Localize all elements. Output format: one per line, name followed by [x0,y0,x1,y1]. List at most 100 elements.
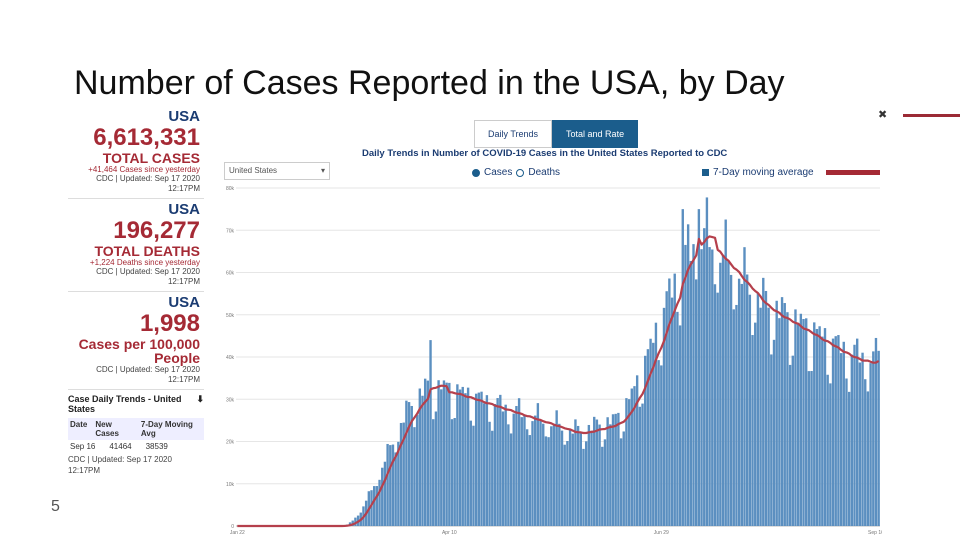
cases-bar [700,249,703,526]
cases-bar [845,378,848,526]
cases-stat: USA 6,613,331 TOTAL CASES +41,464 Cases … [68,106,204,199]
cases-bar [418,388,421,526]
cases-bar [823,328,827,526]
cases-bar [676,311,679,526]
cases-bar [399,422,403,526]
cases-bar [461,386,464,526]
cases-bar [563,444,566,526]
cases-bar [670,297,674,526]
x-tick-label: Sep 16 [868,530,882,536]
decorative-line [903,114,960,117]
cases-bar [517,398,521,526]
trends-table: Case Daily Trends - United States ⬇ Date… [68,390,204,475]
moving-average-toggle: 7-Day moving average [702,167,814,178]
download-icon[interactable]: ⬇ [196,394,204,404]
cases-bar [638,406,642,526]
cases-bar [662,307,666,526]
cases-bar [603,439,607,526]
tab-daily-trends[interactable]: Daily Trends [474,120,553,148]
deaths-updated: CDC | Updated: Sep 17 2020 [96,267,200,276]
cases-bar [426,380,430,526]
cases-bar [474,393,478,526]
y-tick-label: 60k [226,271,235,277]
y-tick-label: 10k [226,482,235,488]
cases-bar [810,370,813,526]
y-tick-label: 80k [226,186,235,192]
cases-time: 12:17PM [167,184,200,193]
cases-bar [389,445,392,526]
cases-bar [625,398,628,526]
cases-bar [421,395,424,526]
cases-bar [802,318,805,526]
tab-total-and-rate[interactable]: Total and Rate [552,120,639,148]
cases-bar [593,416,596,526]
y-tick-label: 30k [226,397,235,403]
cases-bar [842,341,845,526]
cases-bar [705,197,709,526]
cases-bar [448,382,451,526]
cases-bar [410,405,413,526]
cases-bar [574,419,577,526]
cases-bar [579,432,582,526]
cases-bar [614,413,617,526]
cases-bar [566,441,569,526]
close-icon[interactable]: ✖ [878,109,888,121]
metric-radio-group: Cases Deaths [472,167,560,178]
moving-average-legend-swatch [826,170,880,175]
trends-table-title: Case Daily Trends - United States [68,394,182,414]
cases-bar [786,312,789,526]
cases-bar [762,277,765,526]
cases-bar [534,415,537,526]
cases-bar [708,247,711,526]
cases-label: TOTAL CASES [102,150,200,166]
cases-bar [791,355,794,526]
cases-bar [829,383,832,526]
cases-bar [872,351,875,526]
slide-title: Number of Cases Reported in the USA, by … [74,64,785,102]
cases-bar [480,391,483,526]
trends-table-footer-time: 12:17PM [68,466,101,475]
cases-bar [373,486,376,526]
cases-bar [483,403,486,526]
cases-bar [386,443,389,526]
cases-bar [552,425,556,526]
cases-radio[interactable] [472,168,480,177]
cases-bar [799,313,803,526]
daily-cases-chart: 0 10k 20k 30k 40k 50k 60k 70k 80k Jan 22 Apr 10 Jun… [226,186,882,536]
col-new: New Cases [95,420,119,438]
moving-average-line [237,235,880,528]
y-tick-label: 70k [226,228,235,234]
cases-bar [437,380,440,526]
cases-bar [678,325,682,526]
rate-updated: CDC | Updated: Sep 17 2020 [96,365,200,374]
cases-bar [627,399,631,526]
chevron-down-icon: ▾ [320,166,325,175]
row-new: 41464 [109,442,132,451]
cases-bar [582,448,585,526]
cases-bar [544,436,548,526]
deaths-stat: USA 196,277 TOTAL DEATHS +1,224 Deaths s… [68,199,204,292]
cases-bar [780,297,784,526]
cases-bar [558,423,561,526]
cases-bar [778,318,781,526]
cases-bar [684,244,687,526]
cases-bar [660,365,663,526]
cases-location: USA [168,108,200,125]
location-select[interactable]: United States ▾ [224,162,330,180]
deaths-radio-label: Deaths [528,167,561,178]
cases-bar [528,435,532,526]
cases-bar [432,419,435,526]
cases-bar [847,391,851,526]
deaths-radio[interactable] [516,168,525,177]
cases-bar [523,414,526,526]
deaths-total: 196,277 [113,217,200,244]
cases-bar [622,431,625,526]
cases-bar [649,338,652,526]
slide-number: 5 [51,498,60,515]
cases-bar [539,420,542,526]
moving-average-checkbox[interactable] [702,169,709,176]
cases-bar [721,255,725,526]
cases-bar [550,426,553,526]
chart-tabs: Daily Trends Total and Rate [474,120,639,148]
cases-bar [590,430,593,526]
